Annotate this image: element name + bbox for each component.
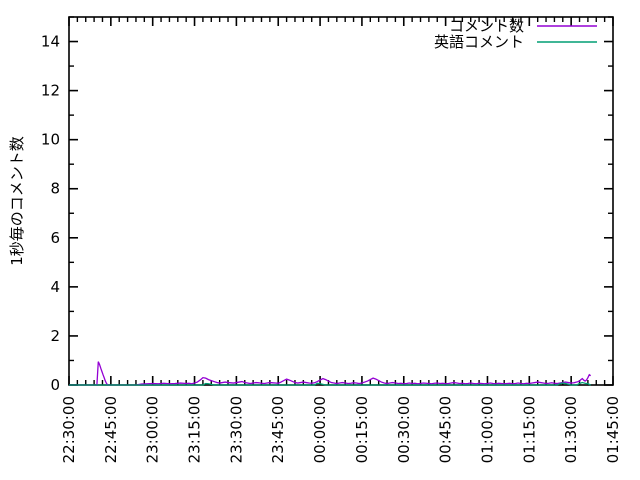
legend-label: コメント数 [449,17,524,35]
x-tick-label: 23:45:00 [269,396,287,463]
y-axis-title: 1秒毎のコメント数 [8,136,26,266]
x-tick-label: 22:45:00 [102,396,120,463]
y-tick-label: 10 [41,131,60,149]
legend-label: 英語コメント [434,33,524,51]
x-tick-label: 23:30:00 [227,396,245,463]
y-axis-ticks [69,16,613,386]
x-tick-label: 01:15:00 [520,396,538,463]
x-tick-label: 23:00:00 [144,396,162,463]
series-line [69,361,592,386]
y-tick-label: 2 [50,327,60,345]
y-axis-tick-labels: 0 2 4 6 8 10 12 14 [41,33,60,394]
x-tick-label: 22:30:00 [60,396,78,463]
x-tick-label: 00:45:00 [437,396,455,463]
y-tick-label: 6 [50,229,60,247]
x-tick-label: 01:00:00 [478,396,496,463]
y-tick-label: 8 [50,180,60,198]
x-axis-tick-labels: 22:30:00 22:45:00 23:00:00 23:15:00 23:30:00… [60,396,622,463]
x-tick-label: 00:15:00 [353,396,371,463]
data-series-layer [69,361,592,386]
x-tick-label: 01:45:00 [604,396,622,463]
y-tick-label: 0 [50,376,60,394]
y-tick-label: 4 [50,278,60,296]
x-tick-label: 23:15:00 [186,396,204,463]
x-tick-label: 00:30:00 [395,396,413,463]
x-tick-label: 00:00:00 [311,396,329,463]
x-axis-ticks [68,17,614,385]
series-line [69,381,591,386]
x-tick-label: 01:30:00 [562,396,580,463]
plot-frame [68,16,614,386]
y-tick-label: 14 [41,33,60,51]
y-tick-label: 12 [41,82,60,100]
